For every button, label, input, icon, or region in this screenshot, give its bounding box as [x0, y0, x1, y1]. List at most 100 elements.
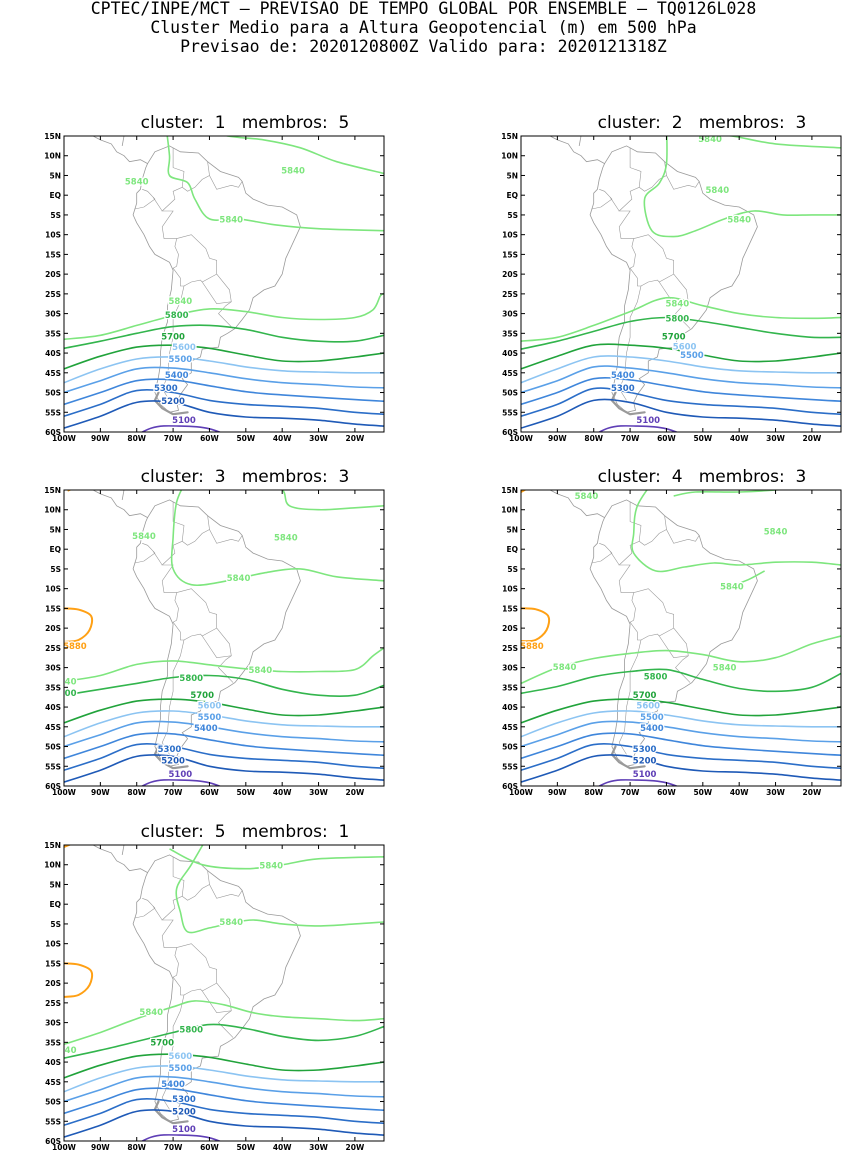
panel-cluster-1: cluster: 1 membros: 5 5100 5200 5300 5400 55… — [40, 114, 385, 444]
lat-label: EQ — [50, 191, 62, 200]
contour-line — [64, 710, 384, 738]
lon-label: 20W — [346, 434, 365, 443]
panel-cluster-2: cluster: 2 membros: 3 5100 5300 5400 5500 56… — [497, 114, 842, 444]
lon-label: 40W — [730, 434, 749, 443]
contour-line — [64, 366, 384, 394]
southern-archipelago — [610, 745, 646, 770]
lat-label: 55S — [45, 408, 61, 417]
lon-label: 50W — [236, 1143, 255, 1152]
contour-label: 5300 — [154, 384, 178, 394]
contour-label: 5400 — [161, 1080, 185, 1090]
central-america-coastline — [549, 136, 605, 164]
lon-label: 80W — [584, 434, 603, 443]
contour-line — [521, 743, 841, 771]
contour-label: 5700 — [190, 691, 214, 701]
contour-line — [521, 754, 841, 783]
lon-label: 60W — [200, 788, 219, 797]
contour-label: 5800 — [179, 674, 203, 684]
contour-label: 5500 — [640, 713, 664, 723]
lat-label: 25S — [502, 290, 518, 299]
country-border — [664, 161, 700, 190]
contour-line — [64, 389, 384, 417]
contour-label: 5500 — [169, 1064, 193, 1074]
contour-line — [724, 136, 841, 149]
contour-label: 5100 — [169, 770, 193, 780]
contour-label: 5700 — [662, 332, 686, 342]
lat-label: 40S — [502, 703, 518, 712]
lon-label: 100W — [509, 788, 534, 797]
lat-label: 10S — [45, 231, 61, 240]
lon-label: 20W — [803, 788, 822, 797]
central-america-coastline — [92, 136, 148, 164]
contour-line — [64, 845, 72, 848]
lon-label: 100W — [509, 434, 534, 443]
contour-line — [64, 1000, 384, 1046]
contour-label: 5600 — [172, 343, 196, 353]
country-border — [134, 898, 156, 919]
country-border — [591, 543, 613, 564]
panel-cluster-4: cluster: 4 membros: 3 5100 5200 5300 5400 55… — [497, 468, 842, 798]
contour-label: 5100 — [172, 416, 196, 426]
lat-label: 35S — [502, 329, 518, 338]
contour-label: 5200 — [161, 397, 185, 407]
contour-line — [64, 400, 384, 429]
lon-label: 60W — [657, 434, 676, 443]
map-frame — [520, 489, 842, 787]
contour-line — [521, 607, 551, 643]
title-line-3: Previsao de: 2020120800Z Valido para: 20… — [180, 37, 667, 56]
lat-label: 45S — [45, 369, 61, 378]
lon-label: 70W — [164, 1143, 183, 1152]
lat-label: 30S — [45, 664, 61, 673]
country-border — [639, 529, 667, 546]
panel-title: cluster: 5 membros: 1 — [140, 822, 350, 842]
lat-label: 5N — [507, 171, 519, 180]
contour-line — [64, 607, 94, 643]
country-border — [182, 529, 210, 546]
contour-label: 5800 — [179, 1025, 203, 1035]
contour-label: 5300 — [633, 745, 657, 755]
lon-label: 90W — [548, 788, 567, 797]
contour-label: 5500 — [169, 355, 193, 365]
lat-label: 45S — [45, 723, 61, 732]
contour-line — [67, 490, 72, 492]
map-background — [64, 845, 384, 1141]
lon-label: 50W — [236, 434, 255, 443]
lat-label: 40S — [45, 703, 61, 712]
lat-label: 45S — [502, 723, 518, 732]
map-frame — [63, 489, 385, 787]
country-border — [161, 856, 185, 1110]
contour-label: 5840 — [169, 297, 193, 307]
contour-label: 5300 — [172, 1095, 196, 1105]
lat-label: 60S — [502, 782, 518, 791]
contour-label: 5800 — [165, 311, 189, 321]
contour-label: 5880 — [63, 642, 87, 652]
contour-label: 5840 — [720, 583, 744, 593]
contour-line — [64, 1075, 384, 1103]
lat-label: 10N — [501, 152, 518, 161]
southern-archipelago — [153, 391, 189, 416]
lat-label: 10S — [502, 585, 518, 594]
contour-label: 5840 — [219, 918, 243, 928]
lat-label: 10N — [44, 506, 61, 515]
contour-line — [521, 720, 841, 748]
contour-label: 5840 — [713, 664, 737, 674]
lat-label: 10N — [44, 861, 61, 870]
contour-line — [175, 845, 384, 934]
country-border — [176, 588, 217, 641]
country-border — [201, 627, 232, 659]
lat-label: 5N — [50, 525, 62, 534]
lat-label: 10S — [502, 231, 518, 240]
country-border — [182, 884, 210, 901]
map-frame — [520, 135, 842, 433]
lon-label: 60W — [200, 434, 219, 443]
lat-label: 5S — [50, 211, 61, 220]
contour-label: 5100 — [633, 770, 657, 780]
country-border — [218, 1010, 234, 1038]
contour-line — [169, 848, 384, 870]
contour-line — [64, 1023, 384, 1059]
lon-label: 70W — [164, 434, 183, 443]
contour-label: 5840 — [764, 527, 788, 537]
